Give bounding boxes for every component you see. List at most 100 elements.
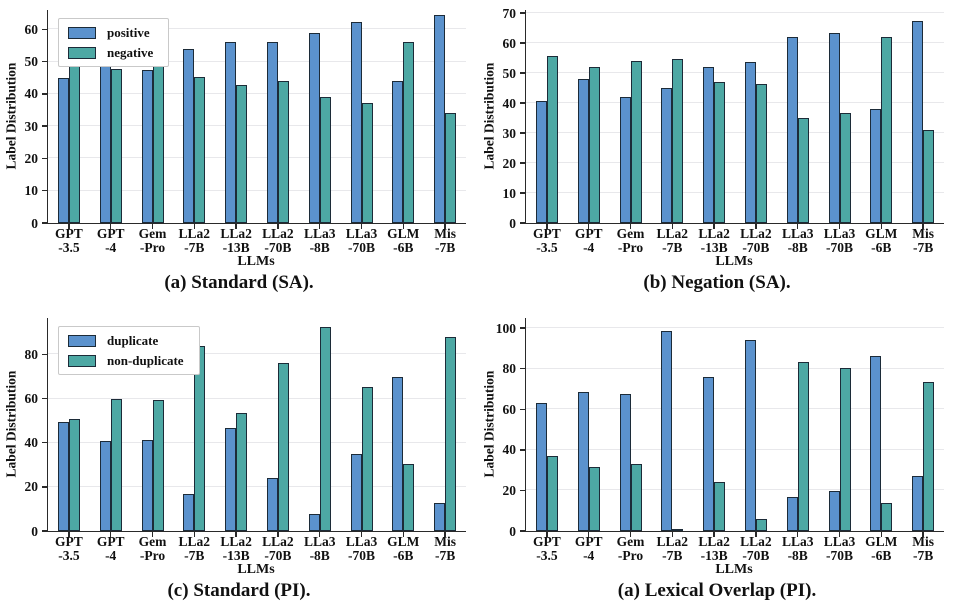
bar xyxy=(744,339,756,531)
y-tick-mark xyxy=(520,42,526,44)
x-tick-mark xyxy=(629,531,632,537)
bar xyxy=(546,455,558,531)
bar xyxy=(319,326,331,531)
chart-standard-pi: Label Distribution 0 20 40 60 80 GPT -3.5 GPT … xyxy=(0,308,478,616)
legend-item: duplicate xyxy=(68,334,184,347)
bar xyxy=(434,503,446,531)
legend-label: non-duplicate xyxy=(107,353,184,368)
bar xyxy=(661,88,673,223)
y-tick-label: 0 xyxy=(509,215,516,231)
bar xyxy=(236,85,248,223)
gridline xyxy=(48,189,466,191)
x-tick-mark xyxy=(235,223,237,229)
x-tick-mark xyxy=(587,531,590,537)
bar xyxy=(839,112,851,223)
chart-standard-sa: Label Distribution 0 10 20 30 40 50 60 GPT -3.5… xyxy=(0,0,478,308)
bar xyxy=(797,118,809,223)
x-tick-label: LLa3 -8B xyxy=(781,534,814,563)
y-tick-mark xyxy=(520,367,526,370)
bar xyxy=(588,67,600,223)
bar xyxy=(535,403,547,531)
y-tick-mark xyxy=(520,449,526,451)
x-tick-label: GPT -3.5 xyxy=(533,226,561,255)
bar xyxy=(912,475,924,531)
bar xyxy=(630,61,642,223)
x-tick-mark xyxy=(68,531,70,537)
y-tick-mark xyxy=(42,28,48,31)
bar xyxy=(110,399,122,531)
x-tick-label: Mis -7B xyxy=(912,534,934,563)
x-tick-mark xyxy=(922,531,924,537)
x-tick-label: GLM -6B xyxy=(387,226,420,255)
x-tick-label: GPT -4 xyxy=(574,226,603,255)
bar xyxy=(881,36,893,223)
bar xyxy=(57,77,69,223)
bar xyxy=(923,382,935,531)
bar xyxy=(403,464,415,531)
y-tick-label: 10 xyxy=(24,183,39,199)
gridline xyxy=(526,367,944,369)
y-tick-label: 60 xyxy=(24,21,39,37)
y-tick-label: 70 xyxy=(502,5,517,21)
x-tick-label: LLa2 -13B xyxy=(698,226,730,255)
gridline xyxy=(526,72,944,73)
bar xyxy=(755,83,767,223)
x-tick-mark xyxy=(402,223,405,229)
y-tick-mark xyxy=(520,102,526,104)
x-tick-mark xyxy=(277,223,279,229)
x-tick-label: LLa3 -8B xyxy=(303,226,336,255)
x-tick-label: LLa3 -70B xyxy=(345,534,378,563)
x-tick-mark xyxy=(68,223,70,229)
y-tick-label: 40 xyxy=(502,442,517,458)
y-tick-label: 80 xyxy=(502,361,517,377)
y-tick-mark xyxy=(520,12,526,14)
x-tick-label: LLa2 -13B xyxy=(698,534,730,563)
x-tick-mark xyxy=(444,531,446,537)
x-tick-label: LLa3 -70B xyxy=(823,226,856,255)
bar xyxy=(577,391,589,531)
y-tick-mark xyxy=(42,93,48,95)
bar xyxy=(277,363,289,531)
bar xyxy=(183,49,195,223)
x-tick-label: LLa3 -8B xyxy=(781,226,814,255)
x-tick-label: LLa2 -7B xyxy=(178,226,211,255)
legend: positive negative xyxy=(58,18,170,67)
bar xyxy=(194,346,206,531)
x-tick-label: GLM -6B xyxy=(387,534,420,563)
bar xyxy=(350,22,362,223)
x-tick-mark xyxy=(755,223,757,229)
legend-item: positive xyxy=(68,26,153,39)
chart-caption: (b) Negation (SA). xyxy=(643,272,791,293)
x-tick-label: Mis -7B xyxy=(434,226,456,255)
bar xyxy=(535,100,547,223)
bar xyxy=(319,97,331,223)
bar xyxy=(786,37,798,223)
y-tick-label: 40 xyxy=(24,86,39,102)
legend-label: positive xyxy=(107,25,150,40)
x-tick-label: LLa2 -70B xyxy=(262,226,294,255)
x-tick-mark xyxy=(444,223,446,229)
x-tick-label: LLa2 -13B xyxy=(220,534,252,563)
chart-caption: (a) Lexical Overlap (PI). xyxy=(617,580,817,601)
y-tick-label: 0 xyxy=(31,523,38,539)
y-axis-label: Label Distribution xyxy=(481,370,497,478)
x-tick-label: LLa2 -70B xyxy=(740,534,772,563)
gridline xyxy=(48,353,466,355)
bar xyxy=(755,519,767,531)
bar xyxy=(881,502,893,531)
legend-swatch xyxy=(68,354,96,367)
x-tick-label: LLa2 -7B xyxy=(656,534,689,563)
x-tick-label: Mis -7B xyxy=(434,534,456,563)
gridline xyxy=(526,327,944,329)
bar xyxy=(445,113,457,223)
gridline xyxy=(526,192,944,193)
y-tick-mark xyxy=(520,72,526,74)
x-tick-label: Gem -Pro xyxy=(616,226,645,255)
y-tick-mark xyxy=(42,353,48,356)
bar xyxy=(786,496,798,531)
y-tick-mark xyxy=(42,530,48,532)
gridline xyxy=(526,102,944,103)
bar xyxy=(619,394,631,531)
y-tick-mark xyxy=(42,157,48,160)
